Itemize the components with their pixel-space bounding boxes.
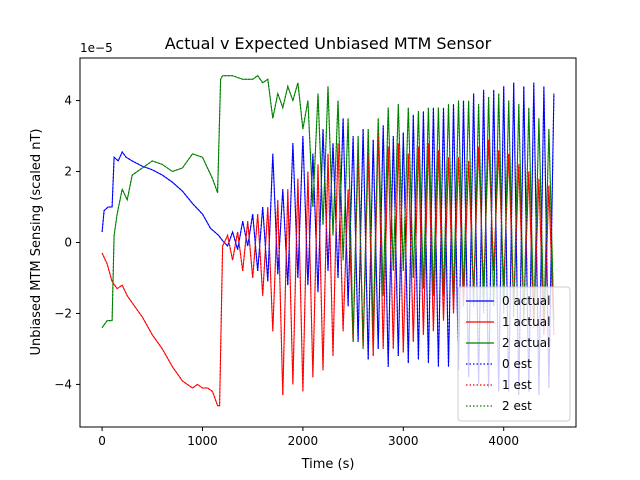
chart-title: Actual v Expected Unbiased MTM Sensor <box>165 34 492 53</box>
y-axis-label: Unbiased MTM Sensing (scaled nT) <box>29 129 44 356</box>
y-axis-ticks: −4 −2 0 2 4 <box>54 94 80 391</box>
y-tick-label: 2 <box>64 165 72 179</box>
legend-label: 2 actual <box>502 336 550 350</box>
x-tick-label: 2000 <box>288 434 319 448</box>
y-tick-label: 0 <box>64 236 72 250</box>
x-tick-label: 1000 <box>187 434 218 448</box>
series-layer <box>101 74 555 407</box>
y-tick-label: 4 <box>64 94 72 108</box>
x-axis-ticks: 0 1000 2000 3000 4000 <box>98 427 519 448</box>
series-line-1-est <box>101 132 555 407</box>
x-tick-label: 3000 <box>388 434 419 448</box>
legend-label: 1 est <box>502 378 532 392</box>
y-tick-label: −2 <box>54 306 72 320</box>
legend-label: 0 est <box>502 357 532 371</box>
y-tick-label: −4 <box>54 377 72 391</box>
x-tick-label: 0 <box>98 434 106 448</box>
legend-label: 0 actual <box>502 294 550 308</box>
legend-label: 2 est <box>502 399 532 413</box>
x-tick-label: 4000 <box>488 434 519 448</box>
series-line-0-est <box>101 82 555 396</box>
legend-label: 1 actual <box>502 315 550 329</box>
legend-box <box>457 286 571 422</box>
y-offset-text: 1e−5 <box>80 41 113 55</box>
x-axis-label: Time (s) <box>301 457 355 472</box>
series-line-2-est <box>101 74 555 349</box>
legend: 0 actual 1 actual 2 actual 0 est 1 est 2 est <box>457 286 571 422</box>
